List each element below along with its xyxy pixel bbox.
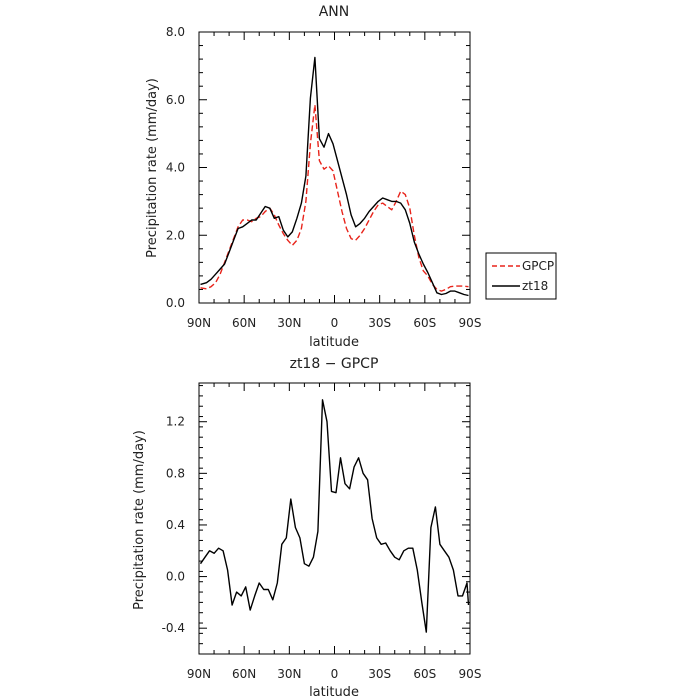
plot-frame-bottom <box>198 382 471 655</box>
series-line-zt18-top <box>200 56 469 297</box>
y-tick-label-top: 6.0 <box>166 93 185 107</box>
x-tick-label-bottom: 60N <box>232 667 256 681</box>
legend-label-zt18: zt18 <box>522 279 548 293</box>
y-tick-label-top: 2.0 <box>166 228 185 242</box>
y-tick-label-top: 8.0 <box>166 25 185 39</box>
x-tick-label-top: 30N <box>277 316 301 330</box>
x-tick-label-top: 90N <box>187 316 211 330</box>
x-tick-label-bottom: 0 <box>331 667 339 681</box>
y-tick-label-bottom: 0.8 <box>166 466 185 480</box>
chart-title-top: ANN <box>319 4 350 20</box>
x-axis-label-bottom: latitude <box>309 685 359 700</box>
x-tick-label-bottom: 90N <box>187 667 211 681</box>
x-tick-label-bottom: 30S <box>368 667 391 681</box>
x-tick-label-top: 60S <box>413 316 436 330</box>
legend-label-gpcp: GPCP <box>522 259 554 273</box>
y-tick-label-bottom: -0.4 <box>162 621 185 635</box>
series-line-difference-bottom <box>199 399 470 633</box>
plot-frame-top <box>198 31 471 304</box>
legend: GPCP zt18 <box>485 252 557 300</box>
y-tick-label-top: 4.0 <box>166 161 185 175</box>
y-tick-label-top: 0.0 <box>166 296 185 310</box>
x-tick-label-top: 90S <box>459 316 482 330</box>
x-tick-label-bottom: 30N <box>277 667 301 681</box>
x-tick-label-top: 0 <box>331 316 339 330</box>
x-tick-label-top: 60N <box>232 316 256 330</box>
legend-box <box>485 252 557 300</box>
x-axis-label-top: latitude <box>309 335 359 350</box>
x-tick-label-bottom: 90S <box>459 667 482 681</box>
y-axis-label-bottom: Precipitation rate (mm/day) <box>132 430 147 610</box>
series-line-gpcp-top <box>200 104 469 292</box>
y-tick-label-bottom: 0.4 <box>166 518 185 532</box>
y-tick-label-bottom: 0.0 <box>166 570 185 584</box>
y-axis-label-top: Precipitation rate (mm/day) <box>145 78 160 258</box>
x-tick-label-top: 30S <box>368 316 391 330</box>
chart-title-bottom: zt18 − GPCP <box>290 356 379 372</box>
x-tick-label-bottom: 60S <box>413 667 436 681</box>
y-tick-label-bottom: 1.2 <box>166 415 185 429</box>
